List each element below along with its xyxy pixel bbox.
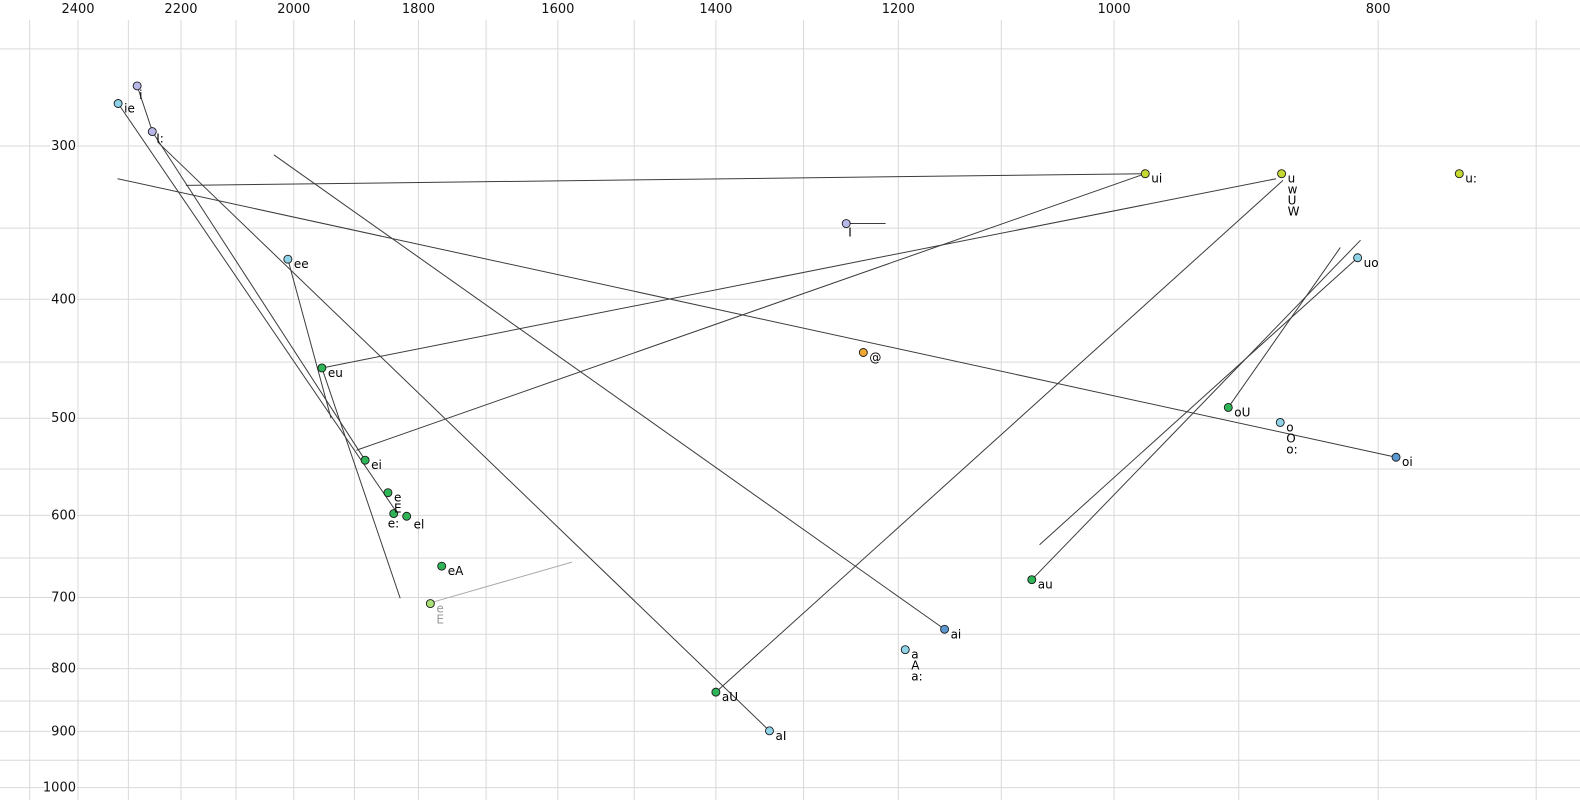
vowel-point-I: — [147, 127, 157, 137]
ui-e-line — [356, 173, 1146, 451]
ie-glide — [117, 103, 398, 513]
vowel-label-oU: oU — [1234, 405, 1250, 419]
vowel-label-ie: ie — [124, 101, 135, 115]
vowel-point-e: — [389, 509, 399, 519]
y-tick-label: 800 — [51, 662, 76, 677]
ai-glide — [273, 154, 945, 630]
vowel-point-uo — [1353, 253, 1363, 263]
vowel-label-I:: I: — [156, 132, 164, 146]
y-tick-label: 1000 — [43, 781, 76, 796]
y-tick-label: 400 — [51, 292, 76, 307]
y-tick-label: 700 — [51, 591, 76, 606]
x-tick-label: 1800 — [402, 2, 435, 17]
vowel-label-oi: oi — [1402, 455, 1413, 469]
x-tick-label: 1400 — [699, 2, 732, 17]
vowel-point-au — [1027, 575, 1037, 585]
vowel-label-@: @ — [869, 351, 881, 365]
au-glide — [1031, 239, 1361, 581]
vowel-point-e — [383, 488, 393, 498]
vowel-point-ui — [1140, 169, 1150, 179]
vowel-point-e — [425, 599, 435, 609]
y-tick-label: 900 — [51, 724, 76, 739]
vowel-point-ee — [283, 254, 293, 264]
vowel-point-i — [132, 81, 142, 91]
vowel-label-uo: uo — [1364, 256, 1379, 270]
vowel-label-i: i — [139, 88, 142, 102]
vowel-point-o — [1275, 418, 1285, 427]
vowel-sublabel-a:: a: — [911, 670, 922, 684]
vowel-point-I — [841, 219, 851, 229]
vowel-point-ai — [940, 624, 950, 634]
vowel-sublabel-w: w — [1288, 183, 1298, 197]
vowel-sublabel-A: A — [911, 659, 920, 673]
vowel-label-I: I — [848, 226, 852, 240]
vowel-label-e:: e: — [388, 517, 399, 531]
vowel-point-@ — [858, 348, 868, 357]
vowel-point-oU — [1223, 402, 1233, 412]
x-tick-label: 1000 — [1098, 2, 1131, 17]
ei-glide — [151, 131, 366, 461]
vowel-label-el: el — [414, 517, 425, 531]
vowel-sublabel-W: W — [1288, 205, 1300, 219]
vowel-point-ei — [360, 455, 370, 465]
vowel-point-a — [900, 645, 910, 655]
i-to-I-line — [136, 85, 152, 129]
vowel-point-u — [1277, 169, 1287, 179]
vowel-point-u: — [1454, 169, 1464, 179]
vowel-label-eu: eu — [328, 366, 343, 380]
vowel-label-a: a — [911, 648, 918, 662]
vowel-sublabel-U: U — [1288, 194, 1297, 208]
vowel-point-el — [402, 511, 412, 521]
vowel-sublabel-o:: o: — [1286, 442, 1297, 456]
aI-glide — [157, 142, 770, 732]
aU-glide — [715, 180, 1284, 693]
vowel-point-oi — [1391, 452, 1401, 462]
x-tick-label: 2200 — [164, 2, 197, 17]
vowel-sublabel-E: E — [436, 613, 444, 627]
x-tick-label: 1600 — [541, 2, 574, 17]
x-tick-label: 2000 — [277, 2, 310, 17]
vowel-label-au: au — [1038, 578, 1053, 592]
x-tick-label: 800 — [1366, 2, 1391, 17]
vowel-point-eA — [437, 561, 447, 571]
vowel-sublabel-O: O — [1286, 431, 1295, 445]
y-tick-label: 500 — [51, 411, 76, 426]
y-tick-label: 300 — [51, 139, 76, 154]
vowel-point-aI — [765, 726, 774, 736]
vowel-label-ee: ee — [294, 257, 309, 271]
vowel-label-e: e — [394, 491, 401, 505]
e-gray-tail — [430, 561, 573, 604]
y-tick-label: 600 — [51, 508, 76, 523]
vowel-point-ie — [113, 99, 123, 108]
oi-glide — [117, 178, 1397, 458]
x-tick-label: 1200 — [882, 2, 915, 17]
ui-glide — [185, 173, 1146, 186]
e-cluster-line — [321, 367, 401, 599]
uo-glide — [1039, 257, 1358, 546]
vowel-point-eu — [317, 363, 327, 373]
x-tick-label: 2400 — [61, 2, 94, 17]
vowel-label-ui: ui — [1151, 172, 1162, 186]
vowel-label-aI: aI — [775, 729, 786, 743]
vowel-label-u:: u: — [1465, 172, 1477, 186]
vowel-label-u: u — [1288, 172, 1296, 186]
vowel-label-ei: ei — [371, 458, 382, 472]
vowel-label-aU: aU — [722, 690, 738, 704]
vowel-label-e: e — [436, 602, 443, 616]
vowel-sublabel-E: E — [394, 502, 402, 516]
oU-glide — [1227, 247, 1341, 408]
vowel-label-o: o — [1286, 420, 1293, 434]
vowel-point-aU — [711, 687, 721, 697]
vowel-label-eA: eA — [448, 564, 464, 578]
vowel-label-ai: ai — [951, 627, 962, 641]
ee-glide — [287, 259, 332, 419]
eu-glide — [321, 178, 1277, 369]
